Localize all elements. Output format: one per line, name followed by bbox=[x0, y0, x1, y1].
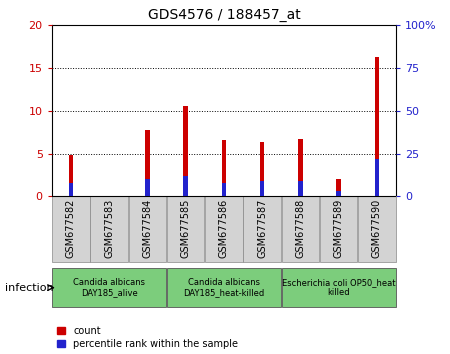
Bar bbox=[260, 181, 265, 196]
Bar bbox=[145, 130, 150, 196]
Text: GSM677586: GSM677586 bbox=[219, 199, 229, 258]
FancyBboxPatch shape bbox=[167, 268, 281, 307]
FancyBboxPatch shape bbox=[320, 196, 357, 262]
FancyBboxPatch shape bbox=[52, 268, 166, 307]
Text: Candida albicans
DAY185_heat-killed: Candida albicans DAY185_heat-killed bbox=[183, 278, 265, 297]
Text: GSM677583: GSM677583 bbox=[104, 199, 114, 258]
Title: GDS4576 / 188457_at: GDS4576 / 188457_at bbox=[148, 8, 300, 22]
Text: GSM677588: GSM677588 bbox=[295, 199, 306, 258]
Text: infection: infection bbox=[4, 282, 53, 293]
Text: Candida albicans
DAY185_alive: Candida albicans DAY185_alive bbox=[73, 278, 145, 297]
FancyBboxPatch shape bbox=[129, 196, 166, 262]
Legend: count, percentile rank within the sample: count, percentile rank within the sample bbox=[57, 326, 238, 349]
FancyBboxPatch shape bbox=[282, 196, 319, 262]
FancyBboxPatch shape bbox=[90, 196, 128, 262]
Text: GSM677582: GSM677582 bbox=[66, 199, 76, 258]
Text: GSM677589: GSM677589 bbox=[333, 199, 344, 258]
Bar bbox=[260, 142, 265, 196]
Bar bbox=[336, 179, 341, 196]
Bar bbox=[183, 106, 188, 196]
FancyBboxPatch shape bbox=[167, 196, 204, 262]
Bar bbox=[183, 176, 188, 196]
FancyBboxPatch shape bbox=[52, 196, 90, 262]
Text: GSM677584: GSM677584 bbox=[142, 199, 153, 258]
Bar bbox=[145, 179, 150, 196]
Text: GSM677590: GSM677590 bbox=[372, 199, 382, 258]
Bar bbox=[298, 181, 303, 196]
Bar bbox=[298, 139, 303, 196]
Bar bbox=[68, 183, 73, 196]
Text: Escherichia coli OP50_heat
killed: Escherichia coli OP50_heat killed bbox=[282, 278, 396, 297]
FancyBboxPatch shape bbox=[205, 196, 243, 262]
Bar bbox=[221, 140, 226, 196]
Text: GSM677587: GSM677587 bbox=[257, 199, 267, 258]
Bar bbox=[221, 183, 226, 196]
FancyBboxPatch shape bbox=[282, 268, 396, 307]
Bar bbox=[336, 191, 341, 196]
FancyBboxPatch shape bbox=[243, 196, 281, 262]
Bar bbox=[68, 155, 73, 196]
Bar bbox=[374, 57, 379, 196]
Text: GSM677585: GSM677585 bbox=[180, 199, 191, 258]
FancyBboxPatch shape bbox=[358, 196, 396, 262]
Bar bbox=[374, 159, 379, 196]
